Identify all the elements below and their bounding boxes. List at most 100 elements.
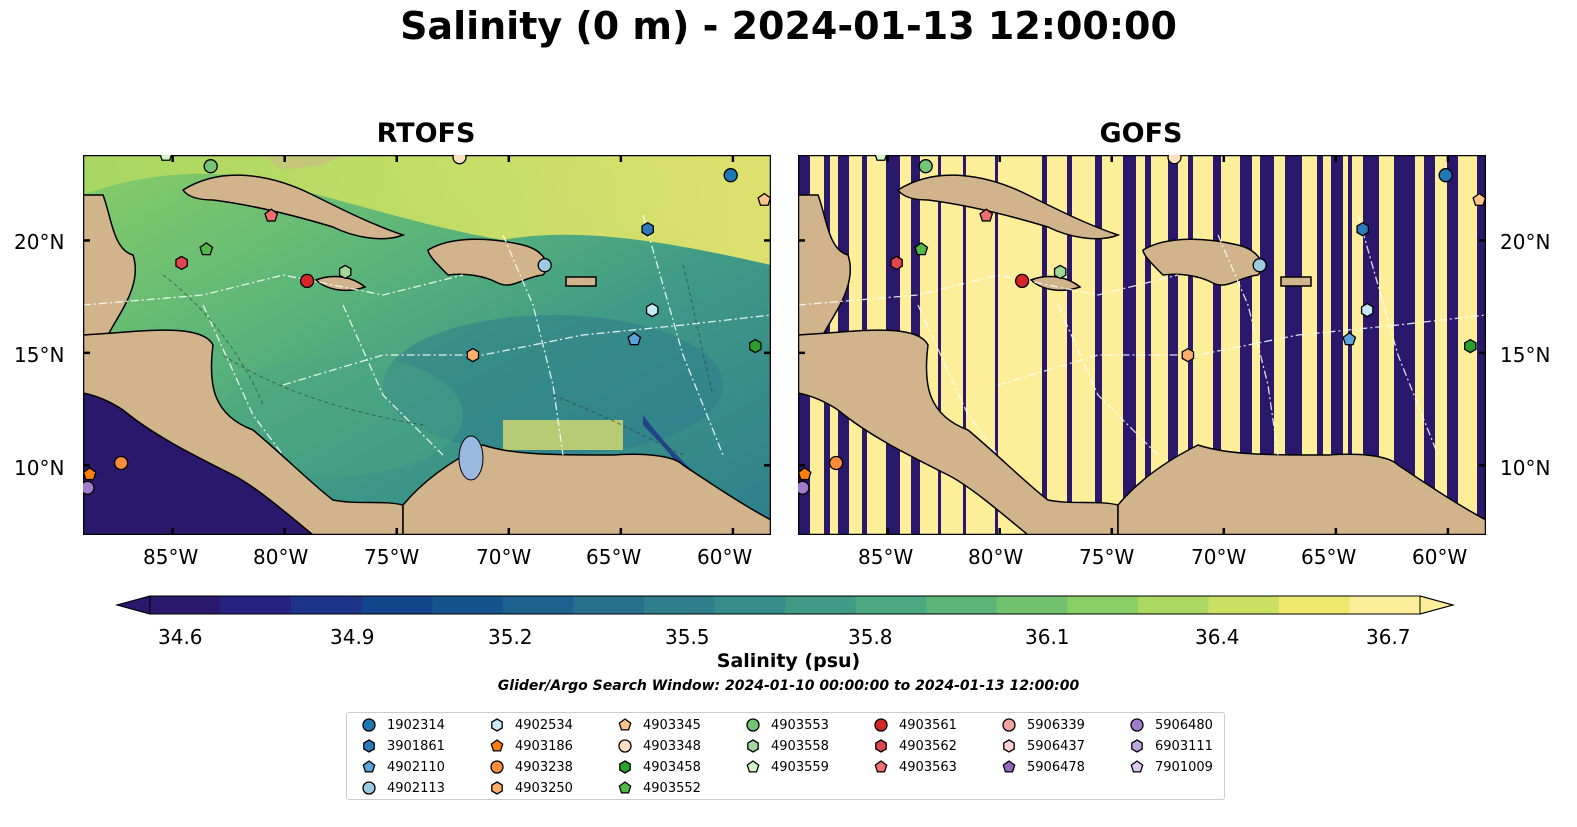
legend-item-5906478: 5906478 — [1001, 757, 1085, 777]
float-marker-4903348 — [452, 155, 467, 165]
colorbar-cell — [1137, 596, 1209, 614]
float-marker-5906480 — [798, 480, 810, 495]
legend-item-4902113: 4902113 — [361, 778, 445, 798]
float-marker-4902534 — [1360, 302, 1374, 318]
colorbar-outline — [115, 595, 1455, 615]
bahamas-land — [263, 155, 343, 170]
legend-item-4903563: 4903563 — [873, 757, 957, 777]
rtofs-xtick-85: 85°W — [143, 545, 199, 569]
float-marker-5906480 — [83, 480, 95, 495]
legend-label: 5906437 — [1027, 738, 1085, 754]
legend-label: 4903250 — [515, 780, 573, 796]
float-marker-4903186 — [798, 466, 812, 481]
search-window-text: Glider/Argo Search Window: 2024-01-10 00… — [497, 678, 1080, 694]
legend-label: 4903553 — [771, 717, 829, 733]
colorbar-tick-6: 36.4 — [1195, 625, 1240, 649]
colorbar-cell — [785, 596, 857, 614]
gofs-stripe — [1331, 155, 1343, 535]
float-marker-4903558 — [338, 264, 352, 280]
legend-item-3901861: 3901861 — [361, 736, 445, 756]
panel-title-gofs: GOFS — [1099, 118, 1183, 149]
gofs-stripe — [1168, 155, 1178, 535]
legend-label: 4903563 — [899, 759, 957, 775]
colorbar-cell — [1067, 596, 1139, 614]
rtofs-xtick-60: 60°W — [697, 545, 753, 569]
legend-label: 4903348 — [643, 738, 701, 754]
legend-label: 4902110 — [387, 759, 445, 775]
float-legend: 1902314 3901861 4902110 4902113 4902534 49031… — [346, 712, 1225, 800]
float-marker-4903345 — [757, 192, 771, 206]
gofs-stripe — [1447, 155, 1458, 535]
gofs-stripe — [1363, 155, 1379, 535]
colorbar-cell — [1349, 596, 1421, 614]
colorbar-label: Salinity (psu) — [716, 650, 861, 672]
legend-item-5906480: 5906480 — [1129, 715, 1213, 735]
float-marker-4903561 — [299, 273, 315, 289]
float-marker-4903561 — [1014, 273, 1030, 289]
colorbar-cell — [926, 596, 998, 614]
hexagon-marker-icon — [491, 781, 503, 795]
colorbar-cell — [361, 596, 433, 614]
colorbar-tick-2: 35.2 — [488, 625, 533, 649]
hexagon-marker-icon — [491, 718, 503, 732]
gofs-stripe — [1317, 155, 1323, 535]
colorbar-cell — [714, 596, 786, 614]
float-marker-4903559 — [159, 155, 173, 161]
colorbar-cell — [643, 596, 715, 614]
rtofs-xtick-80: 80°W — [253, 545, 309, 569]
float-marker-4902534 — [645, 302, 659, 318]
gofs-xtick-75: 75°W — [1079, 545, 1135, 569]
gofs-xtick-85: 85°W — [858, 545, 914, 569]
legend-label: 4903238 — [515, 759, 573, 775]
gofs-stripe — [995, 155, 998, 535]
puerto-rico-land — [1280, 276, 1312, 287]
legend-item-4903558: 4903558 — [745, 736, 829, 756]
legend-item-4903186: 4903186 — [489, 736, 573, 756]
hexagon-marker-icon — [363, 739, 375, 753]
circle-marker-icon — [1130, 718, 1144, 732]
hexagon-marker-icon — [747, 739, 759, 753]
gofs-float-markers — [798, 155, 1486, 495]
colorbar-tick-7: 36.7 — [1366, 625, 1411, 649]
gofs-stripe — [1477, 155, 1486, 535]
rtofs-float-markers — [83, 155, 771, 495]
rtofs-xtick-65: 65°W — [586, 545, 642, 569]
legend-label: 4903458 — [643, 759, 701, 775]
legend-item-6903111: 6903111 — [1129, 736, 1213, 756]
float-marker-4903553 — [203, 159, 218, 174]
circle-marker-icon — [618, 739, 632, 753]
pentagon-marker-icon — [746, 760, 760, 773]
legend-item-4903348: 4903348 — [617, 736, 701, 756]
legend-item-5906339: 5906339 — [1001, 715, 1085, 735]
legend-label: 3901861 — [387, 738, 445, 754]
float-marker-1902314 — [723, 168, 738, 183]
jamaica-land — [314, 275, 367, 292]
gofs-stripe — [938, 155, 941, 535]
gofs-stripe — [1145, 155, 1151, 535]
legend-label: 4903562 — [899, 738, 957, 754]
legend-item-4903345: 4903345 — [617, 715, 701, 735]
legend-item-4903552: 4903552 — [617, 778, 701, 798]
colorbar-tick-3: 35.5 — [665, 625, 710, 649]
float-marker-4903558 — [1053, 264, 1067, 280]
float-marker-4902110 — [1342, 332, 1357, 346]
gofs-stripe — [963, 155, 966, 535]
gofs-stripe — [1424, 155, 1435, 535]
float-marker-4903458 — [1464, 338, 1477, 354]
float-marker-4903563 — [979, 208, 994, 222]
legend-label: 5906339 — [1027, 717, 1085, 733]
pentagon-marker-icon — [618, 718, 632, 731]
panel-title-rtofs: RTOFS — [376, 118, 476, 149]
hexagon-marker-icon — [619, 760, 631, 774]
legend-item-4903458: 4903458 — [617, 757, 701, 777]
figure-title: Salinity (0 m) - 2024-01-13 12:00:00 — [400, 4, 1177, 48]
float-marker-4903348 — [1167, 155, 1182, 165]
isobaths — [162, 264, 714, 456]
legend-label: 4903552 — [643, 780, 701, 796]
puerto-rico-land — [565, 276, 597, 287]
float-marker-4903345 — [1472, 192, 1486, 206]
legend-label: 4903559 — [771, 759, 829, 775]
gofs-stripe — [1188, 155, 1193, 535]
float-marker-4902110 — [627, 332, 642, 346]
legend-label: 7901009 — [1155, 759, 1213, 775]
